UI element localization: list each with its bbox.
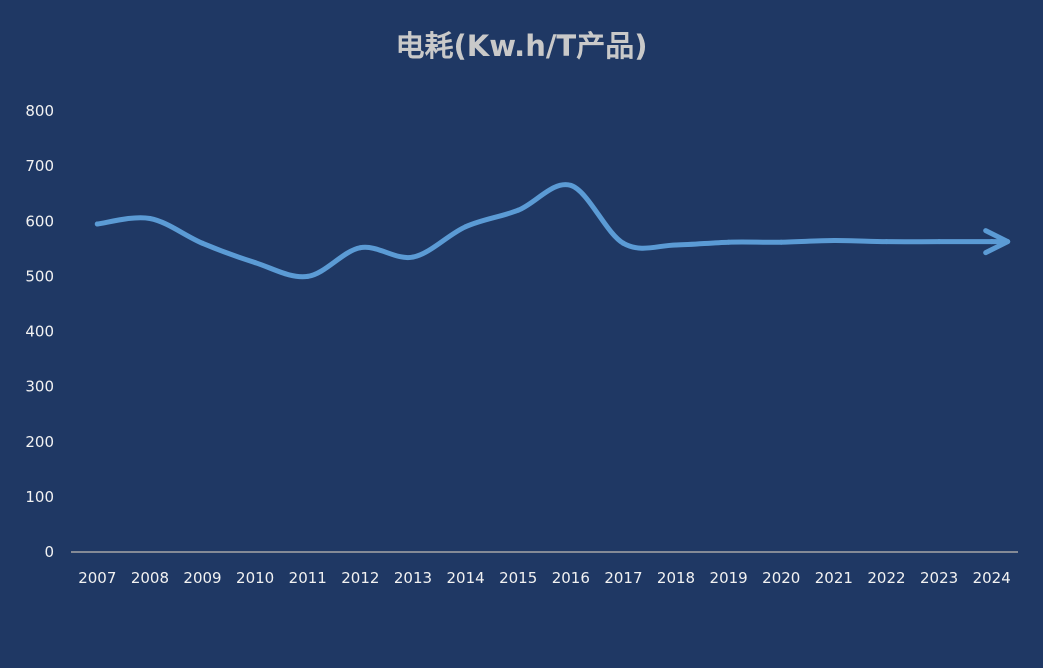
data-point-2013 — [410, 254, 416, 260]
data-point-2022 — [883, 239, 889, 245]
data-point-2011 — [305, 273, 311, 279]
x-axis-labels: 2007 2008 2009 2010 2011 2012 2013 2014 2015 2016… — [78, 569, 1011, 587]
x-tick-label: 2020 — [762, 569, 800, 587]
data-point-2023 — [936, 239, 942, 245]
x-tick-label: 2007 — [78, 569, 116, 587]
y-tick-label: 100 — [25, 488, 54, 506]
y-tick-label: 800 — [25, 102, 54, 120]
data-point-2021 — [831, 238, 837, 244]
data-point-2018 — [673, 242, 679, 248]
data-point-2007 — [94, 221, 100, 227]
data-point-2012 — [357, 245, 363, 251]
x-tick-label: 2019 — [710, 569, 748, 587]
data-point-2009 — [200, 240, 206, 246]
x-tick-label: 2023 — [920, 569, 958, 587]
x-tick-label: 2015 — [499, 569, 537, 587]
x-tick-label: 2014 — [446, 569, 484, 587]
y-tick-label: 200 — [25, 433, 54, 451]
y-tick-label: 0 — [44, 543, 54, 561]
data-point-2014 — [463, 224, 469, 230]
y-tick-label: 500 — [25, 267, 54, 285]
y-tick-label: 700 — [25, 157, 54, 175]
data-point-2016 — [568, 182, 574, 188]
x-tick-label: 2009 — [183, 569, 221, 587]
x-tick-label: 2016 — [552, 569, 590, 587]
y-tick-label: 400 — [25, 323, 54, 341]
y-tick-label: 300 — [25, 378, 54, 396]
y-tick-label: 600 — [25, 212, 54, 230]
y-axis-labels: 0 100 200 300 400 500 600 700 800 — [25, 102, 54, 561]
x-tick-label: 2018 — [657, 569, 695, 587]
x-tick-label: 2013 — [394, 569, 432, 587]
x-tick-label: 2008 — [131, 569, 169, 587]
x-tick-label: 2012 — [341, 569, 379, 587]
x-tick-label: 2017 — [604, 569, 642, 587]
x-tick-label: 2022 — [867, 569, 905, 587]
x-tick-label: 2021 — [815, 569, 853, 587]
series-line-0 — [94, 182, 995, 280]
chart-title: 电耗(Kw.h/T产品) — [395, 29, 648, 63]
x-tick-label: 2010 — [236, 569, 274, 587]
data-point-2017 — [620, 240, 626, 246]
data-point-2015 — [515, 207, 521, 213]
x-tick-label: 2011 — [289, 569, 327, 587]
series-layer — [94, 182, 1011, 280]
data-point-2020 — [778, 239, 784, 245]
data-point-2008 — [147, 215, 153, 221]
data-point-2010 — [252, 260, 258, 266]
x-tick-label: 2024 — [973, 569, 1011, 587]
data-point-2019 — [726, 239, 732, 245]
